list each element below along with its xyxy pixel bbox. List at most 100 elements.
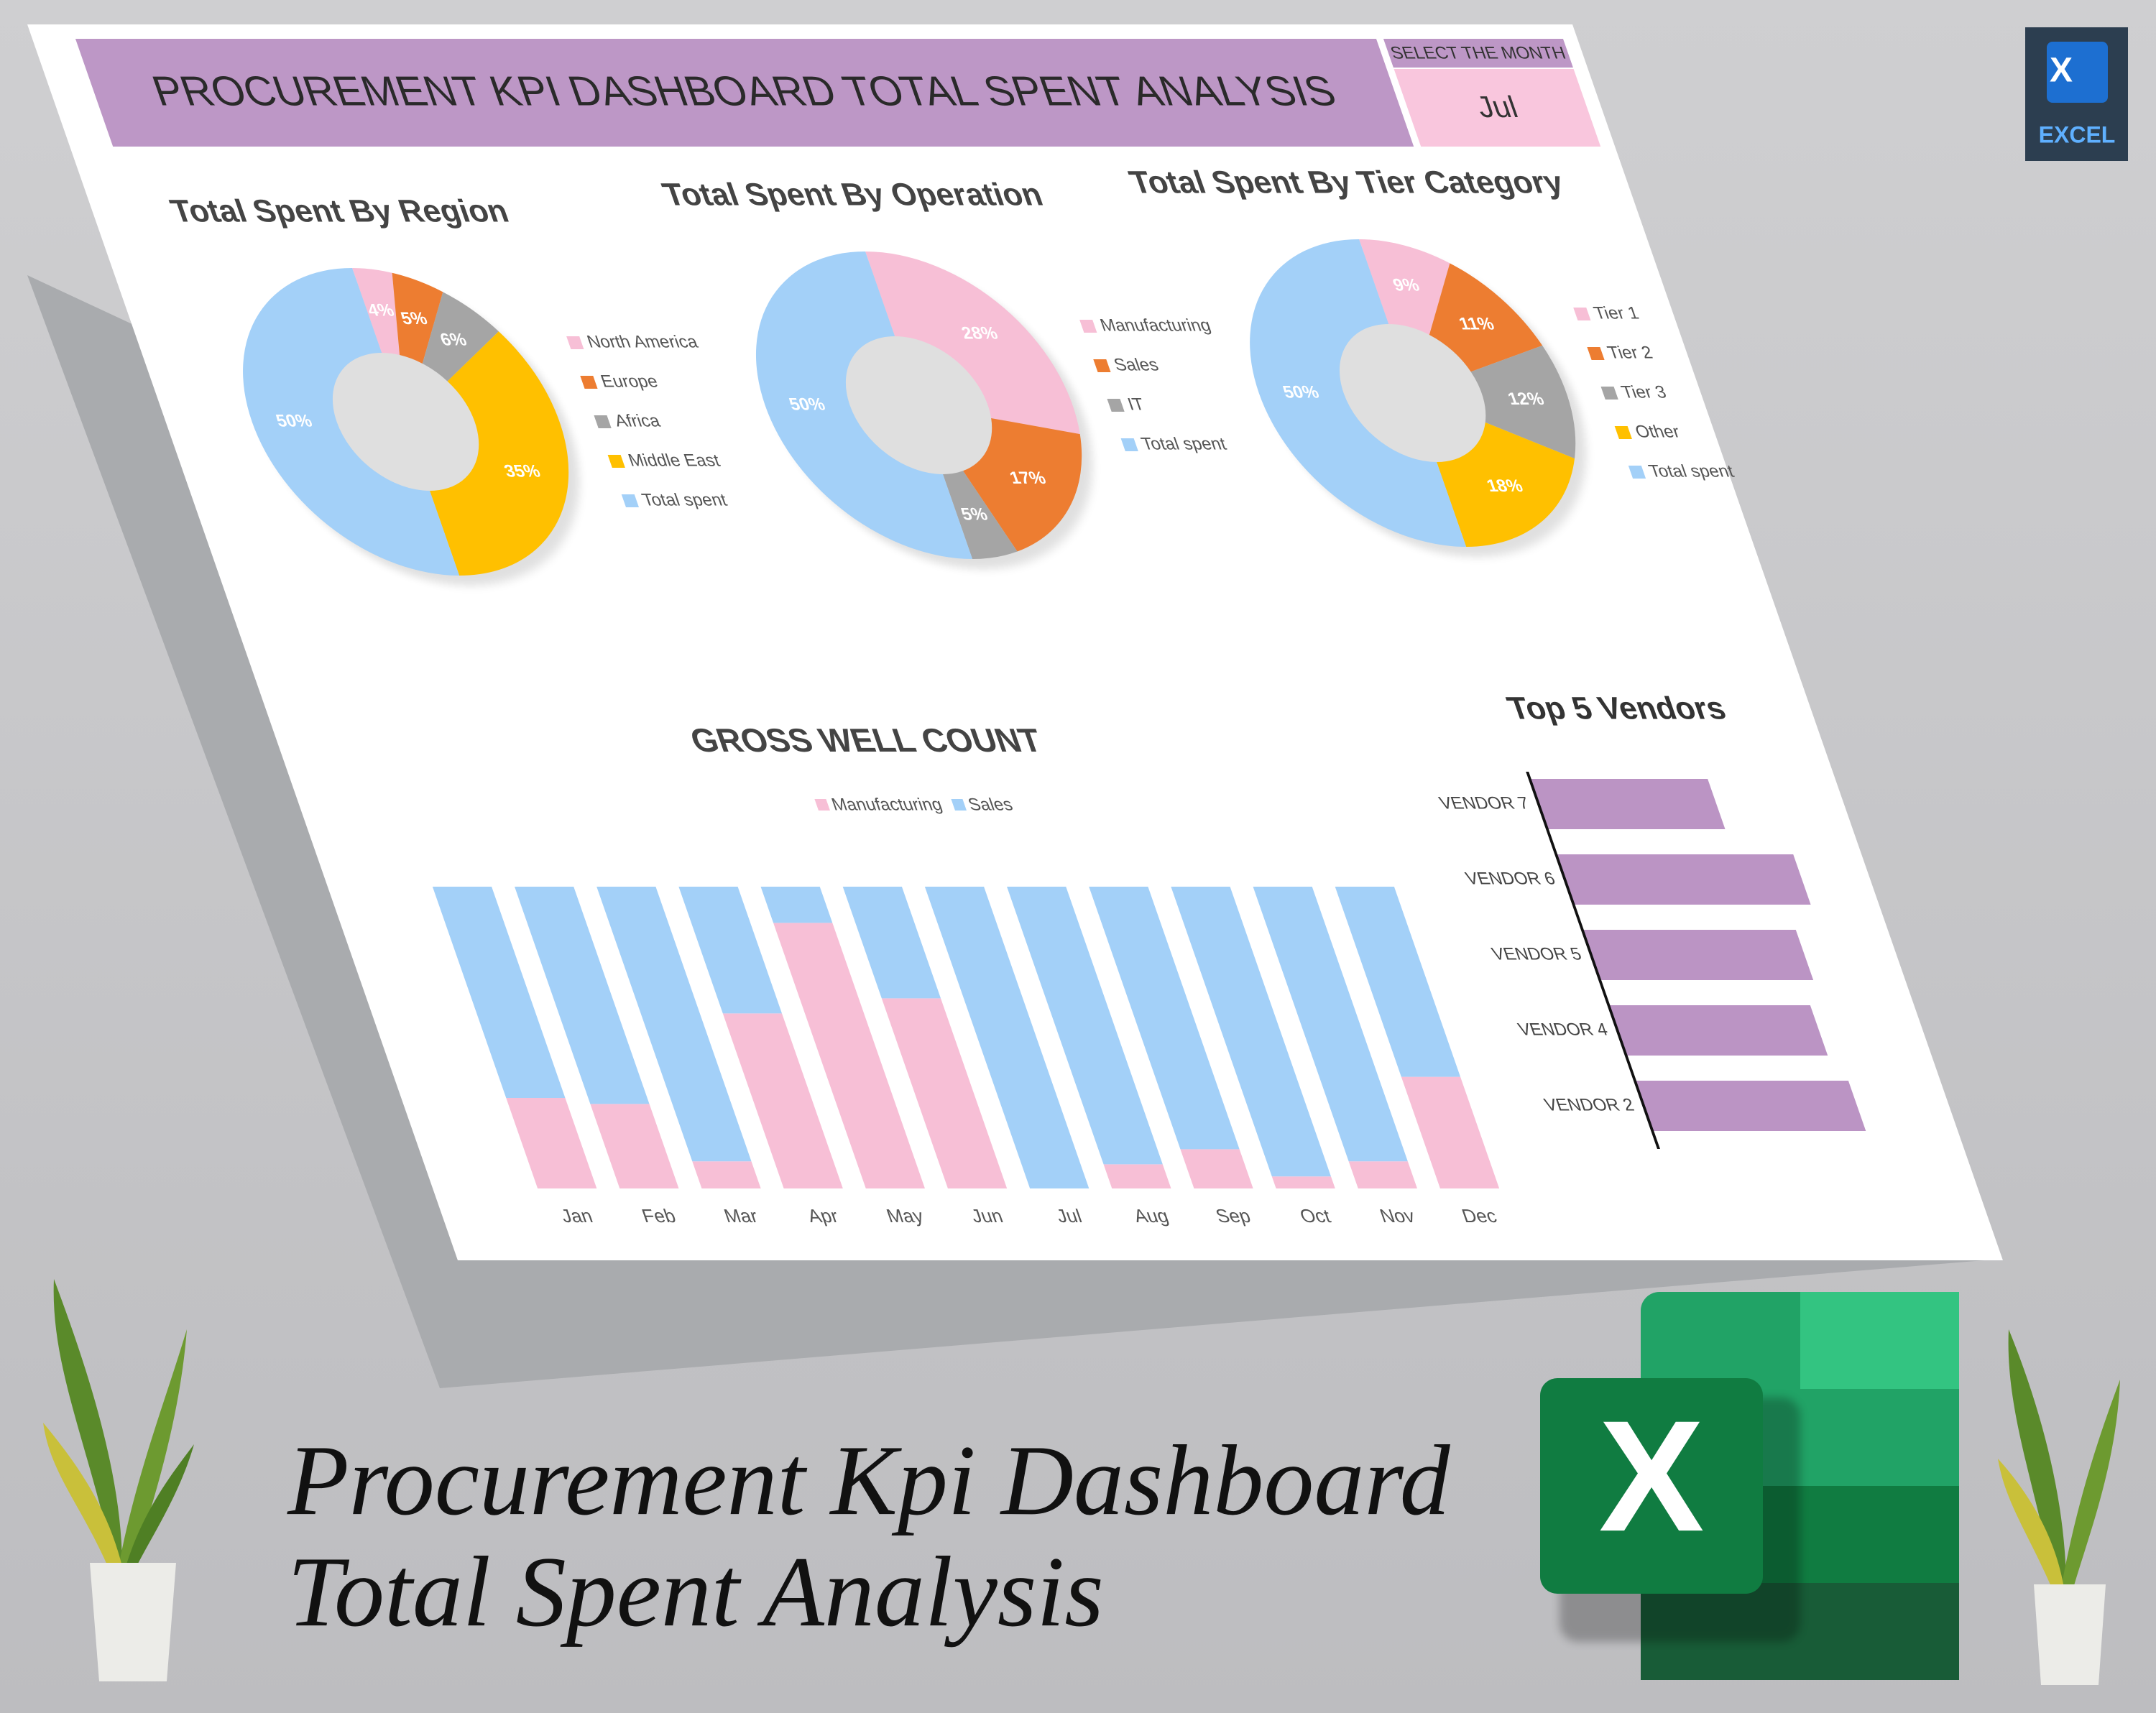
x-tick-label: Jan xyxy=(558,1206,595,1227)
bar xyxy=(1608,1005,1828,1056)
bar xyxy=(1582,930,1814,980)
legend-label: Total spent xyxy=(640,491,729,509)
donut-slice xyxy=(242,268,460,576)
legend-label: Middle East xyxy=(626,451,723,470)
legend-label: Tier 3 xyxy=(1619,383,1669,402)
donut-slice xyxy=(1250,239,1467,547)
bar-segment xyxy=(842,887,941,999)
bar-segment xyxy=(1171,887,1331,1177)
donut-slice xyxy=(422,292,499,382)
legend-label: Tier 1 xyxy=(1591,304,1641,323)
legend-label: Total spent xyxy=(1139,435,1229,453)
legend-swatch xyxy=(1614,426,1632,439)
donut-slice xyxy=(392,272,443,364)
dashboard-panel: PROCUREMENT KPI DASHBOARD TOTAL SPENT AN… xyxy=(27,24,2003,1260)
bar xyxy=(1529,779,1726,829)
legend-swatch xyxy=(1079,320,1097,333)
legend-swatch xyxy=(814,799,830,811)
legend-swatch xyxy=(1107,399,1125,412)
bar-segment xyxy=(1007,887,1163,1165)
chart-title: GROSS WELL COUNT xyxy=(686,722,1047,759)
x-tick-label: Sep xyxy=(1213,1206,1253,1227)
bar-segment xyxy=(773,923,925,1189)
header-bar xyxy=(75,39,1414,147)
x-tick-label: Jun xyxy=(968,1206,1005,1227)
donut-slice xyxy=(755,251,973,559)
legend-label: Africa xyxy=(612,412,663,430)
legend-label: North America xyxy=(584,333,700,351)
y-tick-label: VENDOR 7 xyxy=(1437,794,1531,813)
legend-label: Europe xyxy=(599,372,660,391)
donut-slice xyxy=(430,331,569,576)
data-label: 12% xyxy=(1506,390,1547,409)
legend-label: Tier 2 xyxy=(1606,343,1656,362)
x-tick-label: Dec xyxy=(1459,1206,1499,1227)
bar-segment xyxy=(1401,1076,1500,1188)
donut-slice xyxy=(865,251,1080,435)
bar-segment xyxy=(760,887,833,923)
axis-line xyxy=(1526,772,1660,1149)
legend-swatch xyxy=(1573,308,1591,320)
x-tick-label: May xyxy=(884,1206,927,1227)
badge-icon xyxy=(2047,42,2108,103)
x-tick-label: Mar xyxy=(721,1206,760,1227)
bar-segment xyxy=(1348,1161,1417,1188)
badge-label: EXCEL xyxy=(2039,121,2116,147)
bar-segment xyxy=(515,887,650,1104)
donut-slice xyxy=(1437,422,1575,547)
legend-swatch xyxy=(566,336,584,349)
donut-slice xyxy=(942,471,1018,559)
y-tick-label: VENDOR 4 xyxy=(1516,1020,1611,1039)
y-tick-label: VENDOR 2 xyxy=(1542,1096,1637,1114)
donut-slice xyxy=(1470,345,1576,459)
bar-segment xyxy=(924,887,1089,1188)
legend-swatch xyxy=(1120,438,1138,451)
month-label: SELECT THE MONTH xyxy=(1388,44,1569,63)
donut-slice xyxy=(963,417,1082,552)
y-tick-label: VENDOR 5 xyxy=(1489,945,1584,964)
donut-slice xyxy=(1429,263,1543,372)
bar-segment xyxy=(1253,887,1408,1162)
bar-segment xyxy=(1180,1149,1253,1189)
data-label: 50% xyxy=(1281,383,1322,402)
legend-label: Other xyxy=(1633,423,1682,441)
x-tick-label: Nov xyxy=(1377,1206,1418,1227)
legend-label: Sales xyxy=(1112,356,1161,374)
legend-label: Manufacturing xyxy=(829,795,945,814)
data-label: 17% xyxy=(1008,468,1049,487)
bar-segment xyxy=(432,887,566,1098)
donut-slice xyxy=(1359,239,1450,335)
header-title: PROCUREMENT KPI DASHBOARD TOTAL SPENT AN… xyxy=(146,68,1342,114)
bar xyxy=(1634,1081,1866,1131)
legend-swatch xyxy=(1600,387,1618,400)
logo-letter: X xyxy=(1599,1388,1705,1564)
data-label: 11% xyxy=(1457,315,1497,333)
bar-segment xyxy=(678,887,782,1014)
chart-title: Top 5 Vendors xyxy=(1503,691,1731,726)
bar-segment xyxy=(590,1104,679,1189)
caption-line1: Procurement Kpi Dashboard xyxy=(287,1425,1451,1536)
bar-segment xyxy=(1103,1164,1171,1189)
bar-segment xyxy=(1335,887,1461,1077)
legend-swatch xyxy=(951,799,967,811)
plant-left xyxy=(43,1279,194,1681)
chart-title: Total Spent By Operation xyxy=(658,177,1047,213)
legend-swatch xyxy=(1628,466,1646,479)
legend-swatch xyxy=(580,376,598,389)
badge-letter: X xyxy=(2050,52,2073,90)
month-select[interactable] xyxy=(1393,69,1601,147)
excel-logo: X xyxy=(1540,1292,1959,1680)
legend-swatch xyxy=(594,415,612,428)
data-label: 18% xyxy=(1484,477,1525,496)
bar-segment xyxy=(506,1098,597,1188)
bar-segment xyxy=(1089,887,1240,1150)
bar xyxy=(1556,854,1811,905)
legend-swatch xyxy=(1093,359,1111,372)
legend-label: Manufacturing xyxy=(1097,316,1213,335)
bar-segment xyxy=(1271,1176,1335,1188)
bar-segment xyxy=(881,998,1008,1189)
data-label: 50% xyxy=(274,412,315,430)
caption-line2: Total Spent Analysis xyxy=(287,1536,1104,1648)
